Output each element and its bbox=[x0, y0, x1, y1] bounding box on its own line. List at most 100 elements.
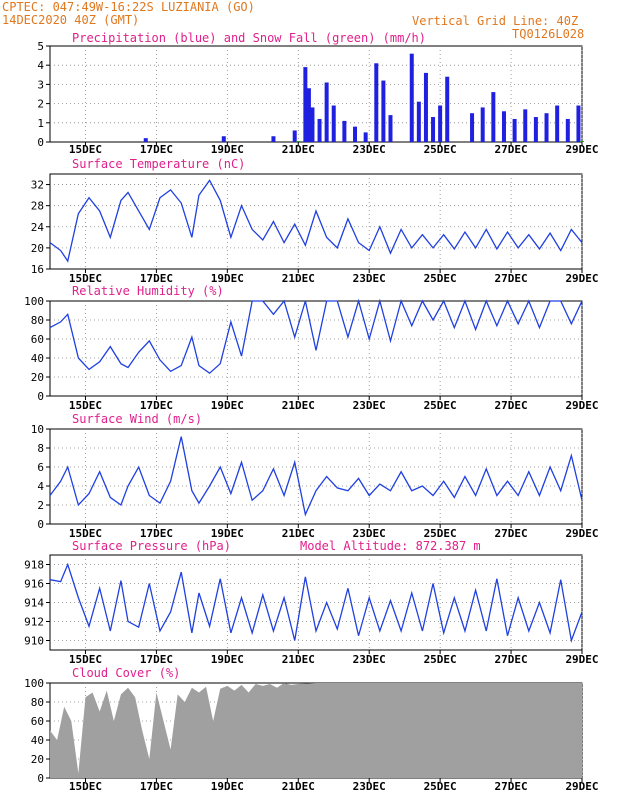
date-label: 23DEC bbox=[353, 527, 386, 540]
data-line bbox=[49, 562, 583, 643]
date-label: 15DEC bbox=[69, 527, 102, 540]
date-label: 19DEC bbox=[211, 780, 244, 793]
y-tick-label: 0 bbox=[37, 518, 44, 531]
y-tick-label: 0 bbox=[37, 772, 44, 785]
date-label: 21DEC bbox=[282, 143, 315, 156]
y-tick-label: 912 bbox=[24, 616, 44, 629]
date-label: 17DEC bbox=[140, 272, 173, 285]
date-label: 25DEC bbox=[424, 527, 457, 540]
precip-bar bbox=[544, 113, 549, 142]
date-label: 21DEC bbox=[282, 527, 315, 540]
date-label: 23DEC bbox=[353, 272, 386, 285]
date-label: 29DEC bbox=[565, 272, 598, 285]
date-label: 21DEC bbox=[282, 272, 315, 285]
y-tick-label: 16 bbox=[31, 263, 44, 276]
panel-subtitle: Model Altitude: 872.387 m bbox=[300, 539, 481, 553]
date-label: 17DEC bbox=[140, 143, 173, 156]
y-tick-label: 60 bbox=[31, 715, 44, 728]
panel-title: Relative Humidity (%) bbox=[72, 284, 224, 298]
precip-bar bbox=[310, 107, 315, 142]
precip-bar bbox=[470, 113, 475, 142]
y-tick-label: 20 bbox=[31, 371, 44, 384]
y-tick-label: 40 bbox=[31, 352, 44, 365]
date-label: 25DEC bbox=[424, 143, 457, 156]
date-label: 19DEC bbox=[211, 653, 244, 666]
date-label: 25DEC bbox=[424, 780, 457, 793]
date-label: 29DEC bbox=[565, 143, 598, 156]
date-label: 19DEC bbox=[211, 143, 244, 156]
date-label: 17DEC bbox=[140, 399, 173, 412]
precip-bar bbox=[438, 105, 443, 142]
y-tick-label: 100 bbox=[24, 295, 44, 308]
y-tick-label: 60 bbox=[31, 333, 44, 346]
panel-title: Precipitation (blue) and Snow Fall (gree… bbox=[72, 31, 426, 45]
y-tick-label: 4 bbox=[37, 59, 44, 72]
y-tick-label: 5 bbox=[37, 40, 44, 53]
precip-bar bbox=[416, 101, 421, 142]
date-label: 23DEC bbox=[353, 653, 386, 666]
y-tick-label: 2 bbox=[37, 98, 44, 111]
precip-bar bbox=[501, 111, 506, 142]
precip-bar bbox=[423, 72, 428, 142]
y-tick-label: 80 bbox=[31, 696, 44, 709]
data-line bbox=[49, 179, 583, 263]
precip-bar bbox=[331, 105, 336, 142]
run-code: TQ0126L028 bbox=[512, 27, 585, 41]
date-label: 17DEC bbox=[140, 527, 173, 540]
date-label: 23DEC bbox=[353, 399, 386, 412]
date-label: 21DEC bbox=[282, 653, 315, 666]
date-label: 19DEC bbox=[211, 399, 244, 412]
precip-bar bbox=[580, 141, 584, 143]
y-tick-label: 2 bbox=[37, 499, 44, 512]
data-line bbox=[49, 436, 583, 517]
precip-bar bbox=[317, 118, 322, 142]
precip-bar bbox=[342, 120, 347, 142]
precip-bar bbox=[374, 63, 379, 142]
date-label: 25DEC bbox=[424, 272, 457, 285]
plot-frame bbox=[49, 173, 583, 270]
y-tick-label: 3 bbox=[37, 78, 44, 91]
y-tick-label: 40 bbox=[31, 734, 44, 747]
y-tick-label: 8 bbox=[37, 442, 44, 455]
date-label: 29DEC bbox=[565, 527, 598, 540]
date-label: 27DEC bbox=[495, 399, 528, 412]
precip-bar bbox=[555, 105, 560, 142]
precip-bar bbox=[353, 126, 358, 142]
date-label: 29DEC bbox=[565, 780, 598, 793]
y-tick-label: 100 bbox=[24, 677, 44, 690]
cloud-area bbox=[50, 683, 582, 778]
date-label: 19DEC bbox=[211, 272, 244, 285]
y-tick-label: 80 bbox=[31, 314, 44, 327]
y-tick-label: 914 bbox=[24, 597, 44, 610]
date-label: 17DEC bbox=[140, 653, 173, 666]
precip-bar bbox=[271, 136, 276, 142]
precip-bar bbox=[143, 138, 148, 142]
precip-bar bbox=[409, 53, 414, 142]
y-tick-label: 32 bbox=[31, 179, 44, 192]
precip-bar bbox=[512, 118, 517, 142]
y-tick-label: 918 bbox=[24, 559, 44, 572]
y-tick-label: 10 bbox=[31, 423, 44, 436]
plot-frame bbox=[49, 300, 583, 397]
date-label: 27DEC bbox=[495, 272, 528, 285]
date-label: 15DEC bbox=[69, 780, 102, 793]
y-tick-label: 0 bbox=[37, 136, 44, 149]
y-tick-label: 4 bbox=[37, 480, 44, 493]
grid-note: Vertical Grid Line: 40Z bbox=[412, 14, 579, 28]
precip-bar bbox=[292, 130, 297, 142]
panel-title: Surface Pressure (hPa) bbox=[72, 539, 231, 553]
precip-bar bbox=[431, 117, 436, 142]
date-label: 19DEC bbox=[211, 527, 244, 540]
date-label: 27DEC bbox=[495, 527, 528, 540]
precip-bar bbox=[221, 136, 226, 142]
y-tick-label: 6 bbox=[37, 461, 44, 474]
precip-bar bbox=[303, 67, 308, 142]
plot-frame bbox=[49, 428, 583, 525]
y-tick-label: 916 bbox=[24, 578, 44, 591]
y-tick-label: 24 bbox=[31, 221, 45, 234]
precip-bar bbox=[388, 115, 393, 142]
precip-bar bbox=[324, 82, 329, 142]
y-tick-label: 20 bbox=[31, 753, 44, 766]
date-label: 23DEC bbox=[353, 143, 386, 156]
